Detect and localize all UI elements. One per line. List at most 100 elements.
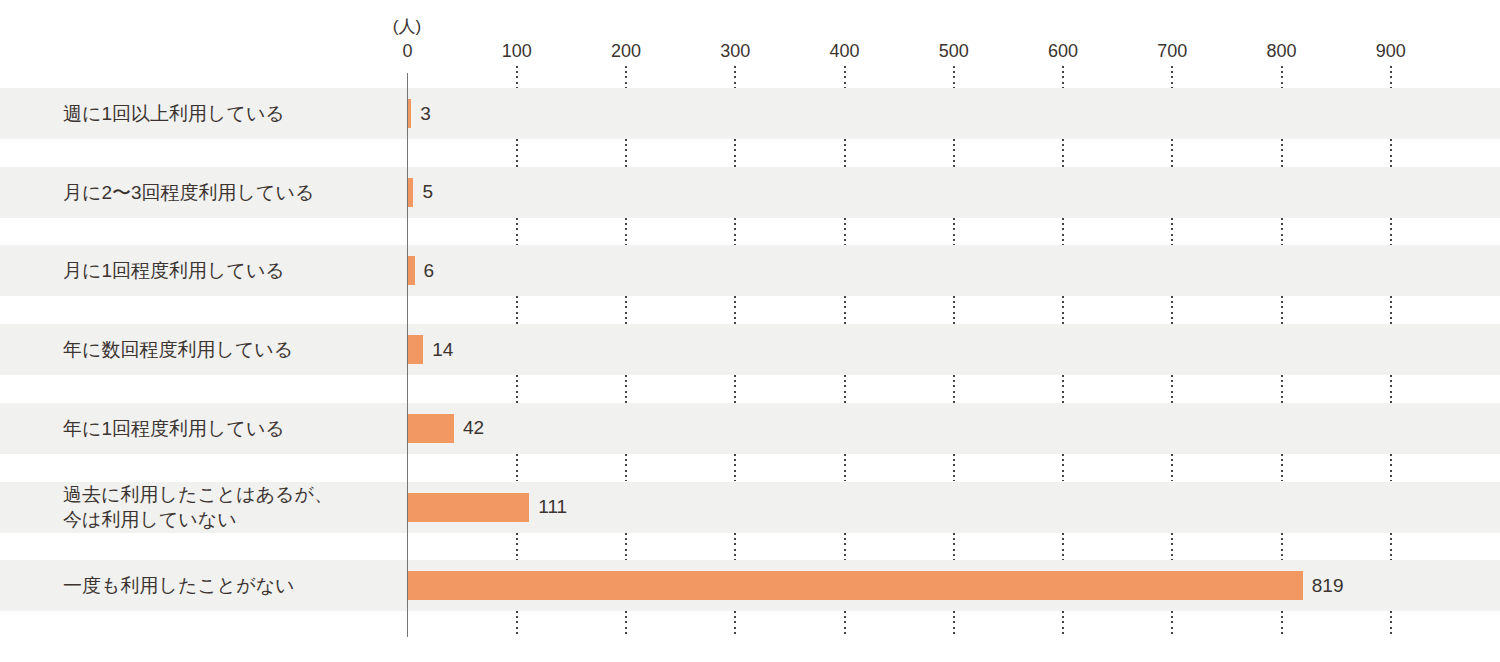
category-label-line: 一度も利用したことがない xyxy=(63,573,295,598)
x-tick-label: 500 xyxy=(939,40,969,62)
x-tick-label: 900 xyxy=(1376,40,1406,62)
category-label-line: 今は利用していない xyxy=(63,507,333,532)
bar xyxy=(408,178,413,207)
x-tick-label: 300 xyxy=(720,40,750,62)
gridline xyxy=(953,296,955,324)
gridline xyxy=(844,611,846,637)
gridline xyxy=(1171,454,1173,482)
gridline xyxy=(734,533,736,561)
gridline xyxy=(1171,139,1173,167)
x-tick-label: 700 xyxy=(1157,40,1187,62)
category-label: 過去に利用したことはあるが、今は利用していない xyxy=(63,482,333,533)
x-tick-label: 100 xyxy=(502,40,532,62)
gridline xyxy=(953,454,955,482)
gridline xyxy=(844,218,846,246)
value-label: 42 xyxy=(463,403,484,454)
x-tick-label: 200 xyxy=(611,40,641,62)
bar xyxy=(408,99,411,128)
category-label-line: 年に1回程度利用している xyxy=(63,416,285,441)
bar xyxy=(408,493,529,522)
gridline xyxy=(953,375,955,403)
gridline xyxy=(844,296,846,324)
gridline xyxy=(1281,296,1283,324)
gridline xyxy=(625,296,627,324)
value-label: 6 xyxy=(424,245,435,296)
gridline xyxy=(1281,611,1283,637)
category-label: 年に数回程度利用している xyxy=(63,324,293,375)
gridline xyxy=(1390,218,1392,246)
gridline xyxy=(734,375,736,403)
gridline xyxy=(1390,454,1392,482)
x-tick-label: 600 xyxy=(1048,40,1078,62)
gridline xyxy=(1062,454,1064,482)
gridline xyxy=(1062,218,1064,246)
gridline xyxy=(516,375,518,403)
category-label-line: 週に1回以上利用している xyxy=(63,101,285,126)
gridline xyxy=(625,375,627,403)
gridline xyxy=(1171,66,1173,88)
gridline xyxy=(625,611,627,637)
gridline xyxy=(1281,66,1283,88)
gridline xyxy=(1390,139,1392,167)
gridline xyxy=(625,533,627,561)
gridline xyxy=(1171,533,1173,561)
gridline xyxy=(1281,139,1283,167)
gridline xyxy=(1390,66,1392,88)
gridline xyxy=(1062,66,1064,88)
gridline xyxy=(1062,611,1064,637)
gridline xyxy=(953,139,955,167)
bar xyxy=(408,335,423,364)
gridline xyxy=(844,375,846,403)
gridline xyxy=(625,139,627,167)
gridline xyxy=(1390,296,1392,324)
gridline xyxy=(516,296,518,324)
gridline xyxy=(734,139,736,167)
gridline xyxy=(516,611,518,637)
gridline xyxy=(516,454,518,482)
category-label-line: 月に1回程度利用している xyxy=(63,258,285,283)
gridline xyxy=(516,533,518,561)
gridline xyxy=(516,218,518,246)
category-label: 一度も利用したことがない xyxy=(63,560,295,611)
gridline xyxy=(1390,533,1392,561)
gridline xyxy=(1281,375,1283,403)
category-label: 週に1回以上利用している xyxy=(63,88,285,139)
gridline xyxy=(953,66,955,88)
value-label: 3 xyxy=(420,88,431,139)
gridline xyxy=(734,454,736,482)
axis-unit-label: (人) xyxy=(393,15,421,38)
gridline xyxy=(1171,296,1173,324)
category-label-line: 月に2〜3回程度利用している xyxy=(63,180,314,205)
gridline xyxy=(1062,375,1064,403)
x-tick-label: 800 xyxy=(1266,40,1296,62)
gridline xyxy=(844,66,846,88)
value-label: 111 xyxy=(538,482,567,533)
bar xyxy=(408,256,415,285)
gridline xyxy=(734,66,736,88)
gridline xyxy=(1281,218,1283,246)
gridline xyxy=(1390,611,1392,637)
bar-chart: (人) 0100200300400500600700800900 週に1回以上利… xyxy=(0,0,1500,662)
gridline xyxy=(734,611,736,637)
bar xyxy=(408,414,454,443)
x-tick-label: 400 xyxy=(829,40,859,62)
gridline xyxy=(516,66,518,88)
y-axis-line xyxy=(407,73,409,637)
category-label-line: 年に数回程度利用している xyxy=(63,337,293,362)
gridline xyxy=(1281,454,1283,482)
category-label: 月に2〜3回程度利用している xyxy=(63,167,314,218)
gridline xyxy=(734,296,736,324)
bar xyxy=(408,571,1303,600)
gridline xyxy=(953,218,955,246)
gridline xyxy=(844,533,846,561)
value-label: 819 xyxy=(1312,560,1344,611)
gridline xyxy=(1390,375,1392,403)
gridline xyxy=(1171,218,1173,246)
gridline xyxy=(953,533,955,561)
gridline xyxy=(844,139,846,167)
gridline xyxy=(516,139,518,167)
gridline xyxy=(625,66,627,88)
gridline xyxy=(1062,296,1064,324)
value-label: 14 xyxy=(432,324,453,375)
gridline xyxy=(1171,375,1173,403)
